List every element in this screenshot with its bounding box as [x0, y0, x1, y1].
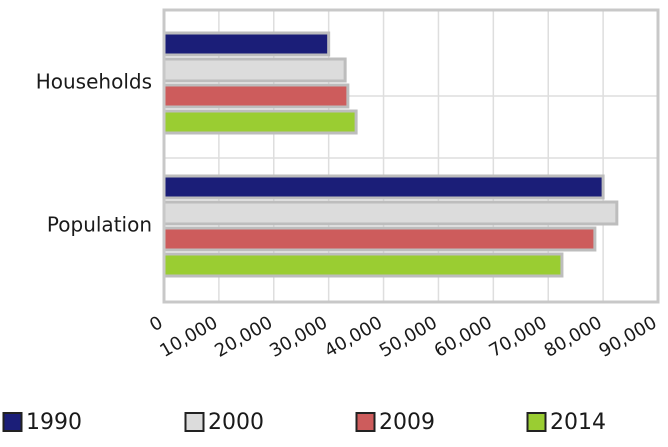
bar-population-1990	[162, 174, 605, 200]
x-tick-label: 0	[146, 312, 166, 336]
bar-population-2000	[162, 200, 619, 226]
x-tick-label: 20,000	[211, 312, 276, 362]
bar-households-2000	[162, 57, 347, 83]
legend-label-2014: 2014	[550, 410, 606, 435]
x-tick-label: 70,000	[486, 312, 551, 362]
x-tick-label: 10,000	[156, 312, 221, 362]
plot-frame	[162, 8, 660, 304]
x-tick-label: 80,000	[541, 312, 606, 362]
bar-households-2014	[162, 109, 358, 135]
legend-label-2000: 2000	[208, 410, 264, 435]
x-tick-label: 60,000	[431, 312, 496, 362]
x-tick-label: 50,000	[376, 312, 441, 362]
legend-swatch-2009	[355, 412, 376, 432]
legend-label-2009: 2009	[379, 410, 435, 435]
category-labels: Households Population	[36, 70, 152, 237]
legend: 1990 2000 2009 2014	[2, 410, 606, 435]
x-tick-labels: 010,00020,00030,00040,00050,00060,00070,…	[146, 312, 660, 362]
bars	[162, 31, 619, 278]
legend-label-1990: 1990	[26, 410, 82, 435]
bar-population-2009	[162, 226, 597, 252]
category-label-households: Households	[36, 70, 152, 94]
legend-swatch-1990	[2, 412, 23, 432]
bar-population-2014	[162, 252, 564, 278]
x-tick-label: 40,000	[321, 312, 386, 362]
legend-swatch-2000	[184, 412, 205, 432]
category-label-population: Population	[47, 213, 152, 237]
x-tick-label: 30,000	[266, 312, 331, 362]
legend-swatch-2014	[526, 412, 547, 432]
bar-households-2009	[162, 83, 350, 109]
x-tick-label: 90,000	[595, 312, 660, 362]
bar-households-1990	[162, 31, 331, 57]
